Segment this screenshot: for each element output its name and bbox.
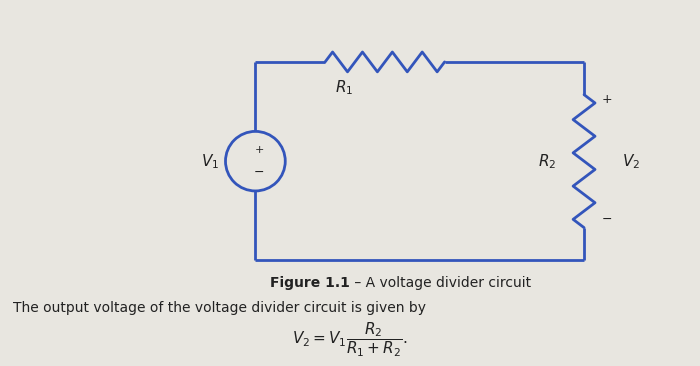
Text: $R_1$: $R_1$ [335, 78, 354, 97]
Text: $V_2$: $V_2$ [622, 152, 640, 171]
Text: −: − [602, 213, 612, 226]
Text: +: + [255, 145, 264, 155]
Text: $V_1$: $V_1$ [202, 152, 220, 171]
Text: Figure 1.1: Figure 1.1 [270, 276, 350, 290]
Text: +: + [602, 93, 612, 106]
Text: The output voltage of the voltage divider circuit is given by: The output voltage of the voltage divide… [13, 301, 426, 315]
Text: $R_2$: $R_2$ [538, 152, 556, 171]
Text: – A voltage divider circuit: – A voltage divider circuit [350, 276, 531, 290]
Text: −: − [254, 165, 265, 179]
Text: $V_2 = V_1\dfrac{R_2}{R_1+R_2}.$: $V_2 = V_1\dfrac{R_2}{R_1+R_2}.$ [292, 321, 408, 359]
